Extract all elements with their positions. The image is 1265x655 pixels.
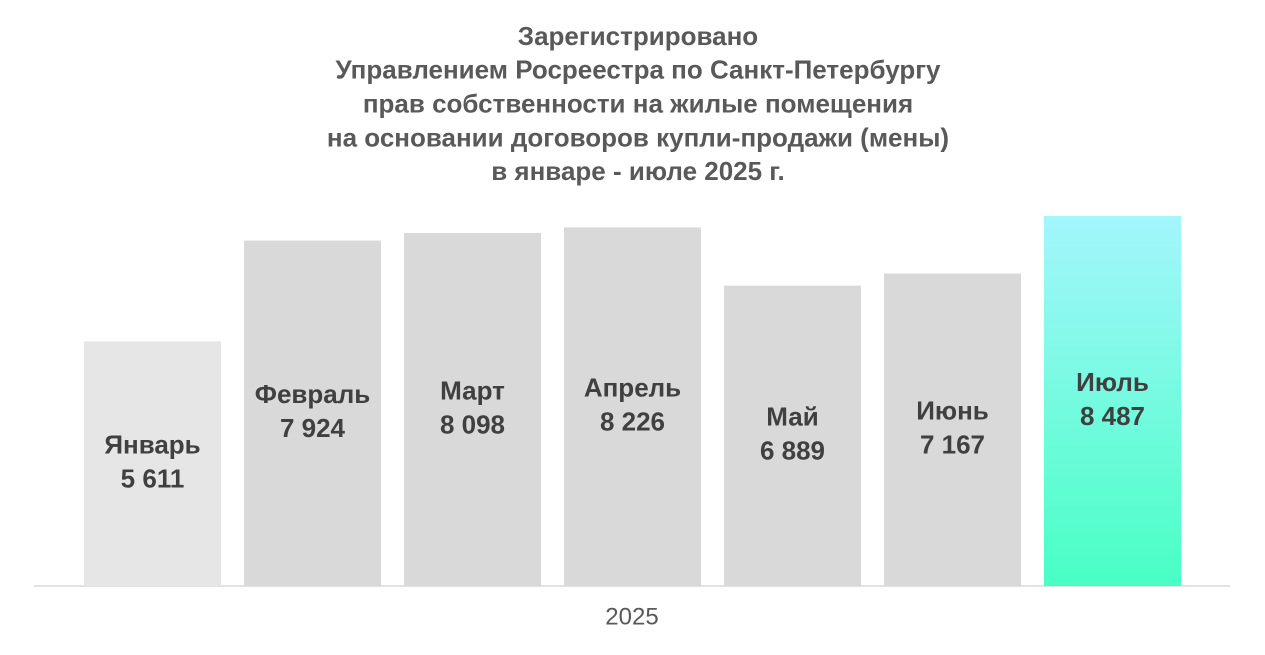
bar [244,240,381,586]
category-label: Январь [104,430,200,460]
chart-title: на основании договоров купли-продажи (ме… [327,122,949,152]
value-label: 8 098 [440,409,505,439]
category-label: Март [440,375,505,405]
category-label: Июнь [916,396,989,426]
x-axis-label: 2025 [605,603,658,630]
chart-title: Зарегистрировано [518,21,758,51]
chart-title: в январе - июле 2025 г. [491,156,785,186]
value-label: 6 889 [760,436,825,466]
chart-title: прав собственности на жилые помещения [363,88,913,118]
value-label: 7 924 [280,413,346,443]
value-label: 8 226 [600,407,665,437]
value-label: 5 611 [121,464,185,494]
value-label: 7 167 [920,430,985,460]
bar [84,341,221,586]
category-label: Июль [1076,367,1149,397]
bar [564,227,701,586]
chart-title: Управлением Росреестра по Санкт-Петербур… [335,55,941,85]
category-label: Февраль [255,379,370,409]
bar [1044,216,1181,586]
bar [884,273,1021,586]
category-label: Апрель [584,373,681,403]
category-label: Май [766,402,818,432]
bar [724,285,861,586]
value-label: 8 487 [1080,401,1145,431]
bar [404,232,541,587]
